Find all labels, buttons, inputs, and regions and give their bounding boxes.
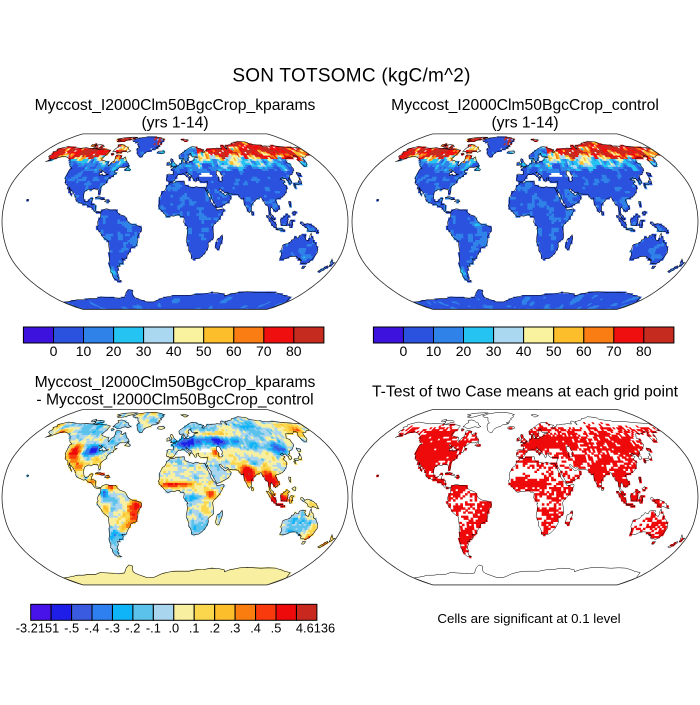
svg-text:30: 30 (486, 343, 502, 359)
svg-text:-.3: -.3 (105, 621, 120, 636)
svg-text:- Myccost_I2000Clm50BgcCrop_co: - Myccost_I2000Clm50BgcCrop_control (36, 392, 313, 409)
svg-text:Myccost_I2000Clm50BgcCrop_cont: Myccost_I2000Clm50BgcCrop_control (391, 97, 659, 114)
svg-text:.3: .3 (230, 621, 241, 636)
svg-text:60: 60 (576, 343, 592, 359)
svg-text:50: 50 (196, 343, 212, 359)
svg-text:20: 20 (456, 343, 472, 359)
svg-text:20: 20 (106, 343, 122, 359)
svg-text:T-Test of two Case means at ea: T-Test of two Case means at each grid po… (372, 384, 679, 401)
svg-text:0: 0 (400, 343, 408, 359)
svg-text:80: 80 (286, 343, 302, 359)
svg-text:Myccost_I2000Clm50BgcCrop_kpar: Myccost_I2000Clm50BgcCrop_kparams (35, 374, 316, 391)
svg-text:(yrs 1-14): (yrs 1-14) (491, 115, 558, 132)
svg-text:40: 40 (516, 343, 532, 359)
svg-text:0: 0 (50, 343, 58, 359)
svg-text:-.1: -.1 (146, 621, 161, 636)
svg-text:.0: .0 (168, 621, 179, 636)
svg-text:.4: .4 (250, 621, 261, 636)
svg-text:60: 60 (226, 343, 242, 359)
svg-text:Cells are significant at 0.1 l: Cells are significant at 0.1 level (437, 611, 620, 626)
svg-text:-3.2151: -3.2151 (16, 621, 59, 636)
svg-text:.2: .2 (209, 621, 220, 636)
svg-text:50: 50 (546, 343, 562, 359)
svg-text:4.6136: 4.6136 (296, 621, 335, 636)
svg-text:.1: .1 (189, 621, 200, 636)
svg-text:10: 10 (76, 343, 92, 359)
svg-text:80: 80 (636, 343, 652, 359)
svg-text:-.2: -.2 (125, 621, 140, 636)
svg-text:(yrs 1-14): (yrs 1-14) (141, 115, 208, 132)
svg-text:-.4: -.4 (85, 621, 100, 636)
svg-text:-.5: -.5 (64, 621, 79, 636)
svg-text:Myccost_I2000Clm50BgcCrop_kpar: Myccost_I2000Clm50BgcCrop_kparams (35, 97, 316, 114)
svg-text:40: 40 (166, 343, 182, 359)
svg-text:70: 70 (256, 343, 272, 359)
svg-text:70: 70 (606, 343, 622, 359)
svg-text:SON TOTSOMC (kgC/m^2): SON TOTSOMC (kgC/m^2) (232, 66, 470, 87)
svg-text:.5: .5 (271, 621, 282, 636)
svg-text:30: 30 (136, 343, 152, 359)
svg-text:10: 10 (426, 343, 442, 359)
